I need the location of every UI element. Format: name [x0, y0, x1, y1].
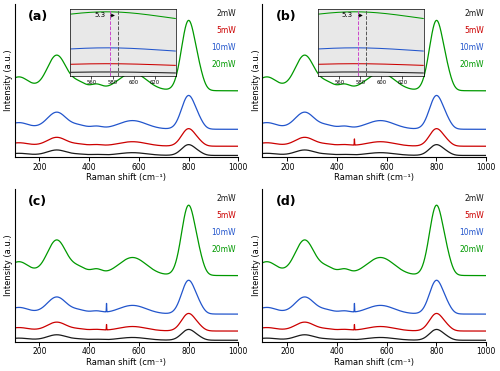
X-axis label: Raman shift (cm⁻¹): Raman shift (cm⁻¹) [86, 358, 166, 367]
Text: 10mW: 10mW [212, 43, 236, 52]
Text: (c): (c) [28, 195, 47, 208]
Text: 5mW: 5mW [464, 211, 484, 220]
Text: 20mW: 20mW [460, 245, 484, 254]
Text: 2mW: 2mW [464, 194, 484, 203]
X-axis label: Raman shift (cm⁻¹): Raman shift (cm⁻¹) [334, 173, 414, 182]
Text: (a): (a) [28, 10, 48, 23]
Text: 2mW: 2mW [464, 9, 484, 18]
Text: 5mW: 5mW [216, 26, 236, 35]
Text: (b): (b) [276, 10, 296, 23]
Text: 5mW: 5mW [464, 26, 484, 35]
X-axis label: Raman shift (cm⁻¹): Raman shift (cm⁻¹) [86, 173, 166, 182]
Text: 2mW: 2mW [216, 194, 236, 203]
Text: 20mW: 20mW [212, 60, 236, 69]
Y-axis label: Intensity (a.u.): Intensity (a.u.) [4, 50, 13, 111]
Y-axis label: Intensity (a.u.): Intensity (a.u.) [252, 50, 261, 111]
Text: 20mW: 20mW [460, 60, 484, 69]
Y-axis label: Intensity (a.u.): Intensity (a.u.) [252, 234, 261, 296]
Text: 5mW: 5mW [216, 211, 236, 220]
Y-axis label: Intensity (a.u.): Intensity (a.u.) [4, 234, 13, 296]
Text: (d): (d) [276, 195, 296, 208]
Text: 20mW: 20mW [212, 245, 236, 254]
Text: 10mW: 10mW [460, 228, 484, 237]
X-axis label: Raman shift (cm⁻¹): Raman shift (cm⁻¹) [334, 358, 414, 367]
Text: 2mW: 2mW [216, 9, 236, 18]
Text: 10mW: 10mW [460, 43, 484, 52]
Text: 10mW: 10mW [212, 228, 236, 237]
